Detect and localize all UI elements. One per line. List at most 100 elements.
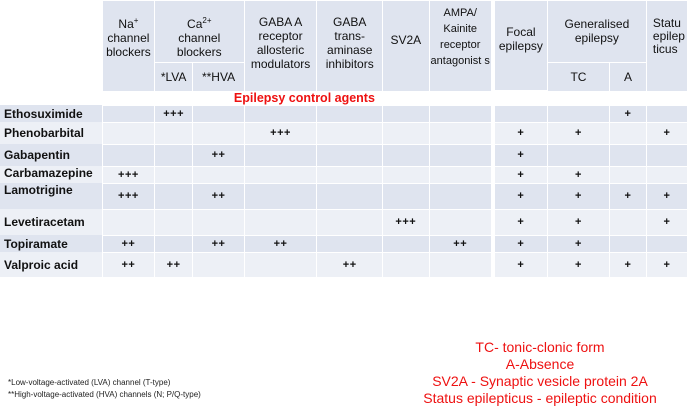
effect-cell: ++ [428,234,493,252]
effect-cell [192,251,245,277]
effect-cell: + [546,121,610,144]
effect-cell: +++ [243,121,317,144]
effect-cell [382,143,430,166]
effect-cell: + [546,182,610,209]
effect-cell: + [546,208,610,235]
drug-name: Lamotrigine [0,183,103,209]
col-tc: TC [546,62,610,91]
col-generalised-epilepsy: Generalised epilepsy [546,0,647,63]
effect-cell: ++ [316,251,383,277]
drug-name: Valproic acid [0,252,103,277]
table-row: Ethosuximide +++ + [0,104,687,122]
col-status-epilepticus: Statu epilep ticus [645,0,687,91]
effect-cell: ++ [153,251,193,277]
effect-cell [609,165,647,183]
effect-cell [153,182,193,209]
effect-cell: +++ [101,165,155,183]
effect-cell [153,208,193,235]
table-row: Levetiracetam +++ + + + [0,208,687,235]
legend-status: Status epilepticus - epileptic condition [423,390,657,406]
effect-cell: + [609,182,647,209]
footnote-lva: *Low-voltage-activated (LVA) channel (T-… [8,378,171,387]
effect-cell [428,251,493,277]
effect-cell: +++ [382,208,430,235]
effect-cell: + [645,251,687,277]
col-ampa: AMPA/Kainite receptor antagonist s [428,0,493,91]
effect-cell [645,165,687,183]
effect-cell [316,182,383,209]
effect-cell [645,104,687,122]
effect-cell [609,208,647,235]
drug-name: Levetiracetam [0,209,103,235]
drug-name: Topiramate [0,235,103,252]
effect-cell: ++ [192,143,245,166]
effect-cell: + [490,208,548,235]
effect-cell [316,104,383,122]
table-row: Carbamazepine +++ + + [0,165,687,183]
effect-cell [609,143,647,166]
effect-cell [316,143,383,166]
effect-cell: +++ [153,104,193,122]
effect-cell [490,104,548,122]
legend-tc: TC- tonic-clonic form [475,339,605,355]
drug-rows: Ethosuximide +++ + Phenobarbital +++ + + + Gabap… [0,104,687,277]
effect-cell [192,165,245,183]
effect-cell [243,143,317,166]
table-body: Na+ channel blockers Ca2+ channel blocker… [0,0,687,105]
effect-cell: + [490,143,548,166]
table-row: Lamotrigine +++ ++ + + + + [0,182,687,209]
effect-cell: ++ [192,182,245,209]
effect-cell [101,121,155,144]
effect-cell [153,234,193,252]
effect-cell [645,234,687,252]
effect-cell: + [645,182,687,209]
effect-cell [101,104,155,122]
corner-cell [0,0,103,91]
effect-cell [382,104,430,122]
table-row: Topiramate ++ ++ ++ ++ + + [0,234,687,252]
table-row: Gabapentin ++ + [0,143,687,166]
section-row: Epilepsy control agents [0,90,687,105]
table-row: Phenobarbital +++ + + + [0,121,687,144]
drug-name: Carbamazepine [0,166,103,183]
effect-cell [316,234,383,252]
effect-cell: + [609,251,647,277]
effect-cell: +++ [101,182,155,209]
effect-cell: ++ [101,234,155,252]
drug-name: Ethosuximide [0,105,103,122]
drug-name: Gabapentin [0,144,103,166]
effect-cell [428,104,493,122]
col-hva: **HVA [192,62,245,91]
col-gaba-transaminase: GABA trans- aminase inhibitors [316,0,383,91]
col-lva: *LVA [153,62,193,91]
effect-cell [382,165,430,183]
effect-cell [428,143,493,166]
effect-cell [243,251,317,277]
effect-cell: + [645,121,687,144]
effect-cell [192,104,245,122]
drug-table: Na+ channel blockers Ca2+ channel blocker… [0,0,687,277]
col-ca-blockers: Ca2+ channel blockers [153,0,245,63]
effect-cell [153,121,193,144]
col-a: A [609,62,647,91]
effect-cell [428,182,493,209]
drug-name: Phenobarbital [0,122,103,144]
col-na-blockers: Na+ channel blockers [101,0,155,91]
effect-cell [192,121,245,144]
effect-cell: + [490,234,548,252]
table-row: Valproic acid ++ ++ ++ + + + + [0,251,687,277]
effect-cell: + [490,182,548,209]
effect-cell: ++ [101,251,155,277]
effect-cell [153,143,193,166]
effect-cell [243,104,317,122]
effect-cell [546,104,610,122]
effect-cell: + [546,251,610,277]
header-row-1: Na+ channel blockers Ca2+ channel blocker… [0,0,687,91]
effect-cell [428,165,493,183]
effect-cell: + [645,208,687,235]
effect-cell [316,208,383,235]
effect-cell [382,251,430,277]
col-focal-epilepsy: Focal epilepsy [490,0,548,91]
effect-cell [645,143,687,166]
